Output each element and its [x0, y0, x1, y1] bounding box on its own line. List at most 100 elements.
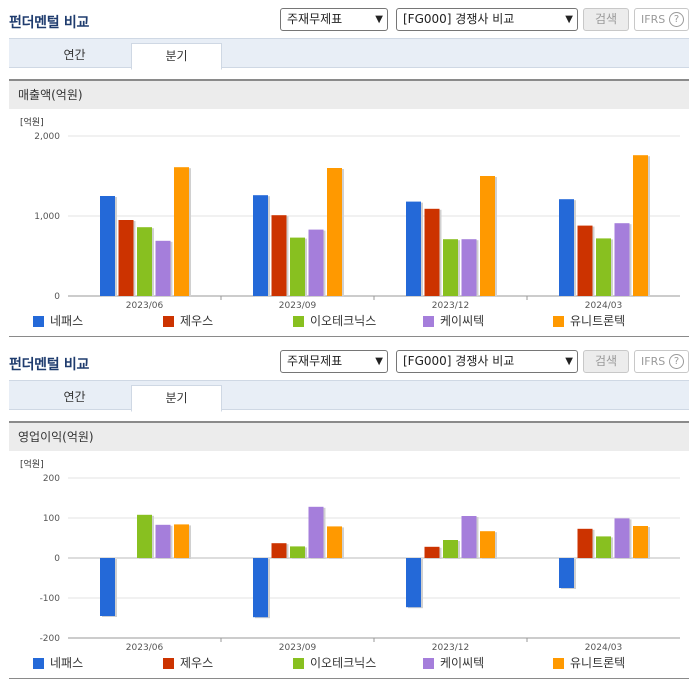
legend-swatch: [33, 316, 44, 327]
bar-2-4: [480, 531, 495, 558]
ifrs-label: IFRS: [641, 355, 666, 368]
legend-item[interactable]: 네패스: [33, 313, 84, 329]
bar-1-1: [271, 215, 287, 296]
operating-profit-bar-chart: [억원] -200 -100 0 100 200 2023/06 2023/09 2023/12…: [20, 458, 680, 653]
legend-item[interactable]: 제우스: [163, 655, 213, 671]
bar-3-0: [559, 558, 574, 588]
bar-0-0: [100, 558, 115, 616]
period-tabs: 연간 분기: [9, 380, 689, 412]
legend-label: 유니트론텍: [570, 314, 626, 328]
bar-2-0: [406, 201, 421, 296]
tab-annual[interactable]: 연간: [63, 48, 86, 62]
legend-item[interactable]: 네패스: [33, 655, 84, 671]
legend-item[interactable]: 케이씨텍: [423, 313, 485, 329]
y-tick-label: 200: [43, 474, 60, 484]
y-tick-label: 1,000: [34, 212, 60, 222]
tab-quarterly[interactable]: 분기: [131, 43, 222, 70]
legend-label: 유니트론텍: [570, 656, 626, 670]
ifrs-label: IFRS: [641, 13, 666, 26]
x-tick-label: 2024/03: [585, 301, 622, 311]
legend-label: 제우스: [180, 314, 214, 328]
fundamentals-panel-revenue: 펀더멘털 비교 주재무제표 ▼ [FG000] 경쟁사 비교 ▼ 검색 IFRS…: [0, 8, 696, 337]
statement-type-select[interactable]: 주재무제표 ▼: [280, 350, 388, 373]
bar-3-1: [577, 225, 593, 296]
legend-swatch: [163, 658, 174, 669]
panel-title: 펀더멘털 비교: [9, 357, 90, 373]
y-tick-label: -200: [40, 634, 61, 644]
legend-item[interactable]: 이오테크닉스: [293, 313, 376, 329]
bar-1-4: [327, 526, 342, 558]
bar-1-2: [290, 546, 305, 558]
x-tick-label: 2023/09: [279, 301, 317, 311]
period-tabs: 연간 분기: [9, 38, 689, 70]
statement-type-value: 주재무제표: [287, 354, 343, 368]
peer-group-value: [FG000] 경쟁사 비교: [403, 354, 515, 368]
bar-3-2: [596, 238, 611, 296]
bar-0-1: [118, 220, 134, 296]
help-icon[interactable]: ?: [669, 354, 684, 369]
chart-subheading: 매출액(억원): [9, 79, 689, 109]
legend-swatch: [293, 316, 304, 327]
legend-swatch: [33, 658, 44, 669]
bar-0-4: [174, 524, 189, 558]
chart-legend: 네패스 제우스 이오테크닉스 케이씨텍 유니트론텍: [0, 313, 696, 329]
legend-label: 이오테크닉스: [310, 656, 377, 670]
bar-0-3: [155, 524, 171, 558]
peer-group-select[interactable]: [FG000] 경쟁사 비교 ▼: [396, 350, 578, 373]
legend-item[interactable]: 이오테크닉스: [293, 655, 377, 671]
statement-type-select[interactable]: 주재무제표 ▼: [280, 8, 388, 31]
x-tick-label: 2023/12: [432, 643, 469, 653]
bar-2-1: [424, 546, 440, 558]
legend-label: 네패스: [50, 314, 84, 328]
y-tick-label: 2,000: [34, 132, 60, 142]
legend-label: 케이씨텍: [440, 314, 485, 328]
bar-0-3: [155, 240, 171, 296]
tab-annual[interactable]: 연간: [63, 390, 86, 404]
bar-3-4: [633, 526, 648, 558]
bar-2-1: [424, 208, 440, 296]
chevron-down-icon: ▼: [375, 14, 383, 25]
y-tick-label: -100: [40, 594, 61, 604]
legend-label: 케이씨텍: [440, 656, 485, 670]
peer-group-value: [FG000] 경쟁사 비교: [403, 12, 515, 26]
legend-item[interactable]: 제우스: [163, 313, 214, 329]
legend-item[interactable]: 유니트론텍: [553, 655, 626, 671]
bar-0-2: [137, 227, 152, 296]
tab-quarterly[interactable]: 분기: [131, 385, 222, 412]
x-tick-label: 2024/03: [585, 643, 622, 653]
divider: [9, 678, 689, 679]
peer-group-select[interactable]: [FG000] 경쟁사 비교 ▼: [396, 8, 578, 31]
bar-2-4: [480, 176, 495, 296]
legend-swatch: [163, 316, 174, 327]
bar-1-3: [308, 229, 324, 296]
legend-swatch: [553, 658, 564, 669]
bar-1-4: [327, 168, 342, 296]
bar-3-3: [614, 223, 630, 296]
legend-swatch: [553, 316, 564, 327]
legend-swatch: [293, 658, 304, 669]
help-icon[interactable]: ?: [669, 12, 684, 27]
bar-1-3: [308, 506, 324, 558]
search-button[interactable]: 검색: [583, 8, 629, 31]
ifrs-button[interactable]: IFRS ?: [634, 8, 689, 31]
y-tick-label: 100: [43, 514, 60, 524]
bar-3-2: [596, 536, 611, 558]
legend-item[interactable]: 유니트론텍: [553, 313, 626, 329]
x-tick-label: 2023/12: [432, 301, 469, 311]
y-unit-label: [억원]: [20, 458, 44, 470]
bar-1-0: [253, 558, 268, 618]
fundamentals-panel-operating-profit: 펀더멘털 비교 주재무제표 ▼ [FG000] 경쟁사 비교 ▼ 검색 IFRS…: [0, 342, 696, 684]
legend-label: 네패스: [50, 656, 84, 670]
ifrs-button[interactable]: IFRS ?: [634, 350, 689, 373]
legend-swatch: [423, 658, 434, 669]
chevron-down-icon: ▼: [565, 14, 573, 25]
legend-item[interactable]: 케이씨텍: [423, 655, 485, 671]
x-tick-label: 2023/09: [279, 643, 317, 653]
panel-header: 펀더멘털 비교 주재무제표 ▼ [FG000] 경쟁사 비교 ▼ 검색 IFRS…: [0, 342, 696, 380]
x-tick-label: 2023/06: [126, 643, 164, 653]
statement-type-value: 주재무제표: [287, 12, 343, 26]
y-unit-label: [억원]: [20, 116, 44, 128]
y-tick-label: 0: [54, 554, 60, 564]
bar-2-3: [461, 239, 477, 296]
search-button[interactable]: 검색: [583, 350, 629, 373]
